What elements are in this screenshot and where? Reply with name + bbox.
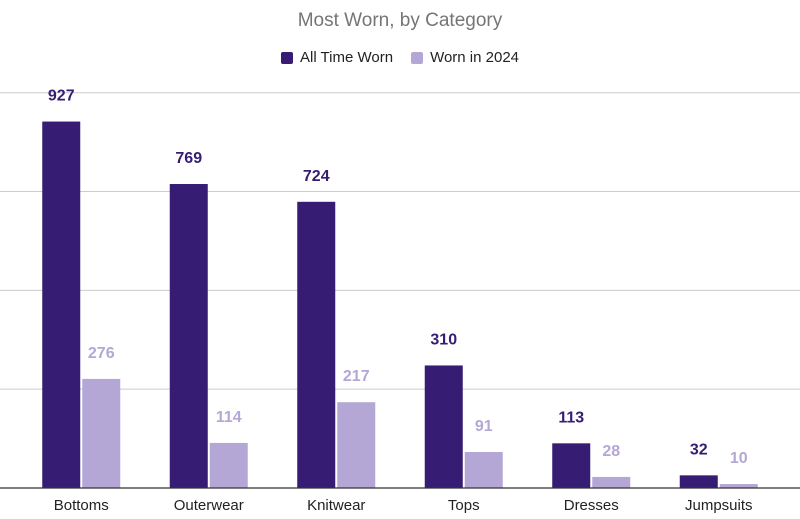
legend-item-worn-2024[interactable]: Worn in 2024 (411, 49, 519, 66)
value-label-jumpsuits-worn-2024: 10 (730, 450, 748, 467)
bar-outerwear-all-time[interactable] (169, 184, 208, 489)
value-label-dresses-worn-2024: 28 (602, 443, 620, 460)
bar-jumpsuits-all-time[interactable] (679, 475, 718, 488)
bar-tops-all-time[interactable] (424, 365, 463, 488)
bar-outerwear-worn-2024[interactable] (209, 442, 248, 488)
value-label-outerwear-worn-2024: 114 (216, 409, 242, 426)
bar-dresses-worn-2024[interactable] (592, 476, 631, 488)
bar-bottoms-worn-2024[interactable] (82, 378, 121, 488)
legend-swatch-all-time (280, 51, 293, 64)
value-label-outerwear-all-time: 769 (175, 150, 202, 167)
bar-bottoms-all-time[interactable] (42, 121, 81, 489)
value-label-tops-worn-2024: 91 (475, 418, 493, 435)
bar-tops-worn-2024[interactable] (464, 452, 503, 488)
bar-jumpsuits-worn-2024[interactable] (719, 484, 758, 488)
bar-knitwear-worn-2024[interactable] (337, 402, 376, 488)
category-label-tops: Tops (448, 497, 480, 514)
value-label-tops-all-time: 310 (430, 331, 457, 348)
category-label-knitwear: Knitwear (307, 497, 365, 514)
chart-title: Most Worn, by Category (297, 10, 503, 31)
value-label-dresses-all-time: 113 (558, 409, 584, 426)
legend: All Time Worn Worn in 2024 (0, 49, 800, 66)
value-label-bottoms-worn-2024: 276 (88, 345, 115, 362)
category-label-bottoms: Bottoms (54, 497, 109, 514)
bar-dresses-all-time[interactable] (552, 443, 591, 488)
category-label-jumpsuits: Jumpsuits (685, 497, 753, 514)
value-label-jumpsuits-all-time: 32 (690, 441, 708, 458)
value-label-knitwear-all-time: 724 (303, 168, 330, 185)
legend-label-all-time: All Time Worn (299, 49, 394, 66)
value-label-bottoms-all-time: 927 (48, 88, 75, 105)
category-label-dresses: Dresses (564, 497, 619, 514)
category-label-outerwear: Outerwear (174, 497, 244, 514)
legend-label-worn-2024: Worn in 2024 (430, 49, 520, 66)
legend-swatch-worn-2024 (411, 51, 424, 64)
legend-item-all-time[interactable]: All Time Worn (280, 49, 394, 66)
value-label-knitwear-worn-2024: 217 (343, 368, 370, 385)
bar-knitwear-all-time[interactable] (297, 201, 336, 488)
